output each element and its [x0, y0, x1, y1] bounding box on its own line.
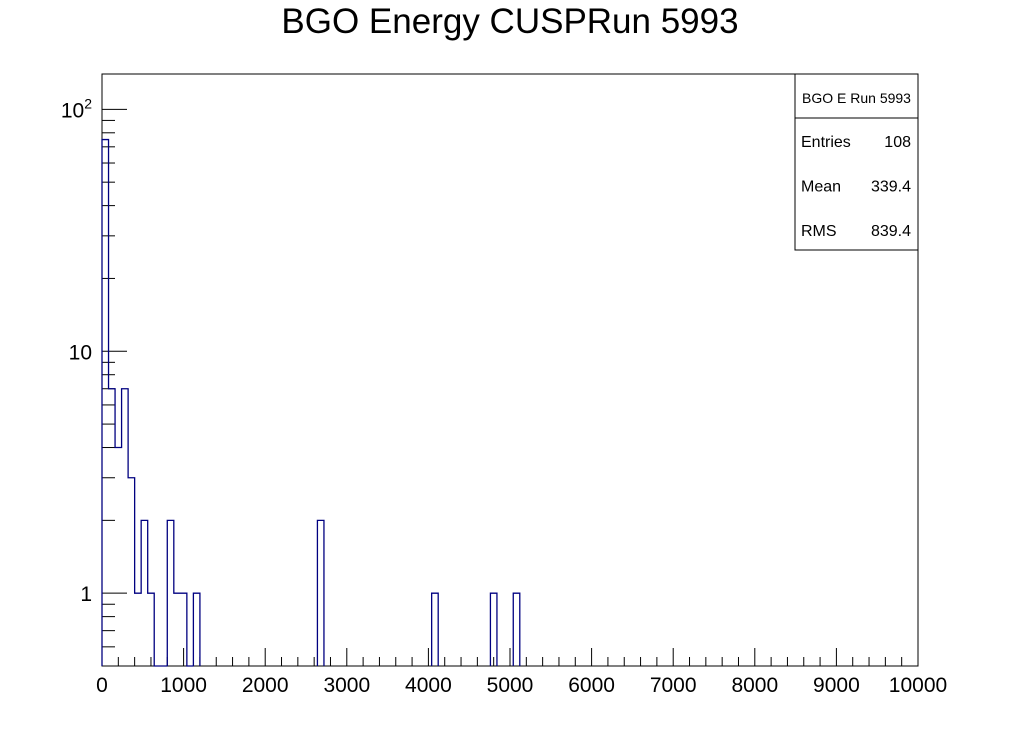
x-tick-label: 7000	[650, 674, 697, 697]
stats-label: RMS	[801, 223, 837, 240]
y-tick-label: 10	[69, 341, 92, 364]
x-tick-label: 4000	[405, 674, 452, 697]
x-tick-label: 2000	[242, 674, 289, 697]
x-tick-label: 5000	[487, 674, 534, 697]
stats-label: Mean	[801, 179, 841, 196]
x-tick-label: 1000	[160, 674, 207, 697]
x-tick-label: 3000	[323, 674, 370, 697]
x-tick-label: 9000	[813, 674, 860, 697]
x-tick-label: 10000	[889, 674, 947, 697]
y-tick-label: 102	[61, 95, 92, 122]
x-tick-label: 0	[96, 674, 108, 697]
stats-box-frame	[794, 73, 919, 251]
x-tick-label: 8000	[731, 674, 778, 697]
stats-box: BGO E Run 5993 Entries 108 Mean 339.4 RMS 839.…	[794, 73, 919, 251]
x-tick-label: 6000	[568, 674, 615, 697]
stats-label: Entries	[801, 134, 851, 151]
y-tick-label: 1	[80, 583, 92, 606]
chart-title: BGO Energy CUSPRun 5993	[281, 2, 739, 41]
stats-title: BGO E Run 5993	[802, 90, 911, 106]
stats-value: 839.4	[871, 223, 911, 240]
histogram-series	[101, 138, 521, 667]
stats-value: 339.4	[871, 179, 911, 196]
stats-value: 108	[884, 134, 911, 151]
